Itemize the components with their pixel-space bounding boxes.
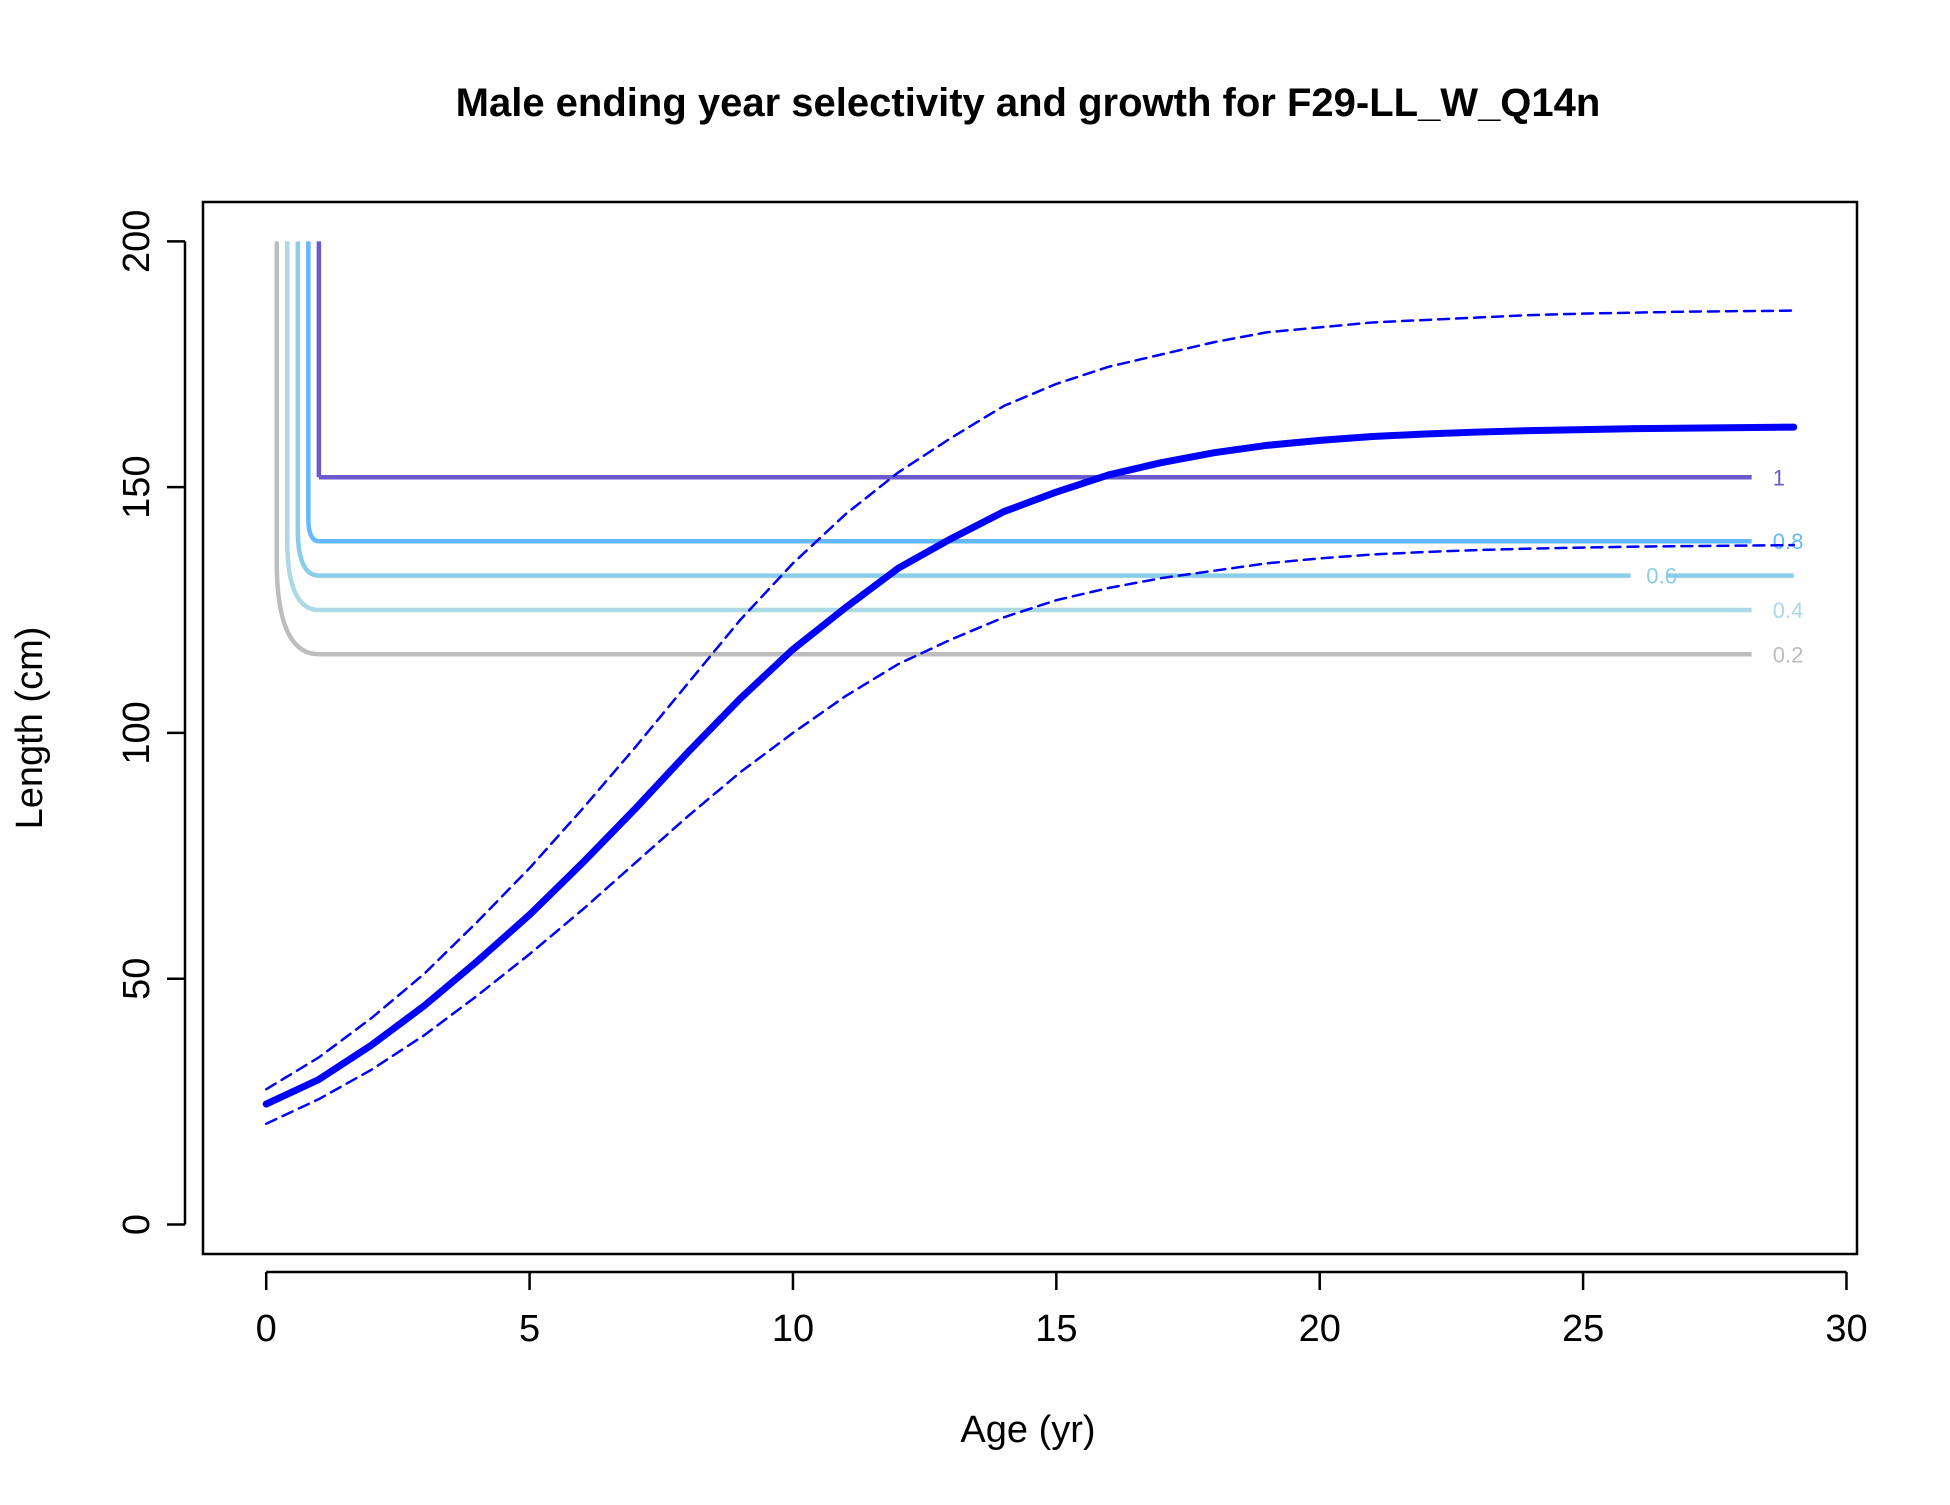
x-tick-label: 15 (1035, 1308, 1077, 1350)
y-tick-label: 0 (116, 1214, 158, 1235)
contour-0.2-corner (274, 241, 320, 657)
growth-curves (262, 309, 1798, 1125)
x-axis-label: Age (yr) (960, 1409, 1095, 1451)
contour-label-0.6: 0.6 (1646, 564, 1677, 589)
lower-interval-line (264, 543, 1796, 1125)
x-tick-label: 5 (519, 1308, 540, 1350)
y-tick-label: 200 (116, 210, 158, 273)
contour-label-0.4: 0.4 (1773, 598, 1804, 623)
y-tick-label: 50 (116, 958, 158, 1000)
growth-curve-line (262, 423, 1798, 1108)
x-tick-label: 30 (1825, 1308, 1867, 1350)
contour-0.4-corner (285, 241, 320, 613)
contour-label-0.2: 0.2 (1773, 642, 1804, 667)
x-tick-label: 25 (1562, 1308, 1604, 1350)
upper-interval-line (264, 309, 1796, 1091)
x-tick-label: 10 (772, 1308, 814, 1350)
y-tick-label: 150 (116, 455, 158, 518)
x-tick-label: 20 (1299, 1308, 1341, 1350)
contour-label-1: 1 (1773, 465, 1785, 490)
contour-0.8-corner (306, 241, 320, 544)
contour-0.6-corner (295, 241, 320, 578)
x-tick-label: 0 (256, 1308, 277, 1350)
y-axis-label: Length (cm) (9, 627, 51, 830)
y-tick-label: 100 (116, 701, 158, 764)
contour-label-0.8: 0.8 (1773, 529, 1804, 554)
selectivity-contours: 0.2 0.4 0.6 0.8 1 (274, 241, 1804, 667)
axes: 0 5 10 15 20 25 30 0 50 100 150 200 (116, 210, 1868, 1350)
chart-title: Male ending year selectivity and growth … (456, 81, 1601, 125)
plot-frame (201, 200, 1859, 1256)
